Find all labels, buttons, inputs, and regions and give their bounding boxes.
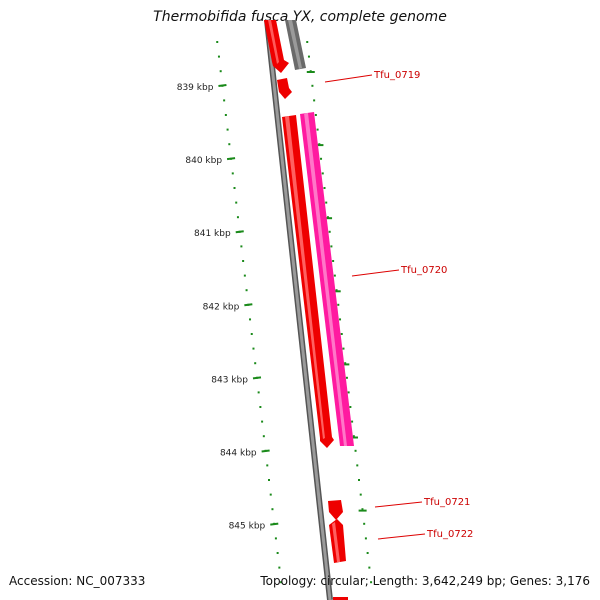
- page-title: Thermobifida fusca YX, complete genome: [153, 9, 447, 25]
- gene-label-lines: [324, 74, 426, 540]
- genome-summary-text: Topology: circular; Length: 3,642,249 bp…: [260, 574, 590, 588]
- scale-major-tick: [252, 376, 262, 380]
- scale-major-tick: [235, 230, 244, 234]
- scale-major-tick: [226, 157, 236, 161]
- gene-tfu-0720[interactable]: [282, 115, 334, 448]
- scale-ruler: 839 kbp 840 kbp 841 kbp 842 kbp 843 kbp 844 k…: [177, 41, 373, 584]
- gene-tfu-0719[interactable]: [264, 20, 289, 73]
- scale-tick-label: 843 kbp: [211, 375, 248, 385]
- gene-pink-feature[interactable]: [300, 112, 354, 446]
- gene-label-tfu-0721[interactable]: Tfu_0721: [423, 497, 470, 508]
- gene-fragment[interactable]: [277, 78, 292, 99]
- scale-major-tick: [270, 522, 279, 526]
- scale-tick-label: 840 kbp: [185, 156, 222, 166]
- scale-major-tick: [244, 303, 253, 307]
- scale-major-tick: [261, 449, 270, 453]
- scale-tick-label: 842 kbp: [203, 302, 240, 312]
- gene-tfu-0722[interactable]: [329, 519, 346, 563]
- gene-label-tfu-0719[interactable]: Tfu_0719: [373, 70, 420, 81]
- gene-fragment-bottom[interactable]: [333, 597, 348, 600]
- genome-backbone: [264, 19, 333, 600]
- scale-tick-label: 844 kbp: [220, 449, 257, 459]
- scale-tick-label: 845 kbp: [229, 522, 266, 532]
- gene-labels: Tfu_0719 Tfu_0720 Tfu_0721 Tfu_0722: [373, 70, 473, 540]
- accession-text: Accession: NC_007333: [9, 574, 146, 588]
- gene-label-tfu-0720[interactable]: Tfu_0720: [400, 265, 447, 276]
- gene-tfu-0721[interactable]: [328, 500, 343, 520]
- scale-major-tick: [218, 84, 227, 87]
- gene-label-tfu-0722[interactable]: Tfu_0722: [426, 529, 473, 540]
- scale-tick-label: 841 kbp: [194, 229, 231, 239]
- scale-tick-label: 839 kbp: [177, 83, 214, 93]
- gene-features: [264, 20, 354, 600]
